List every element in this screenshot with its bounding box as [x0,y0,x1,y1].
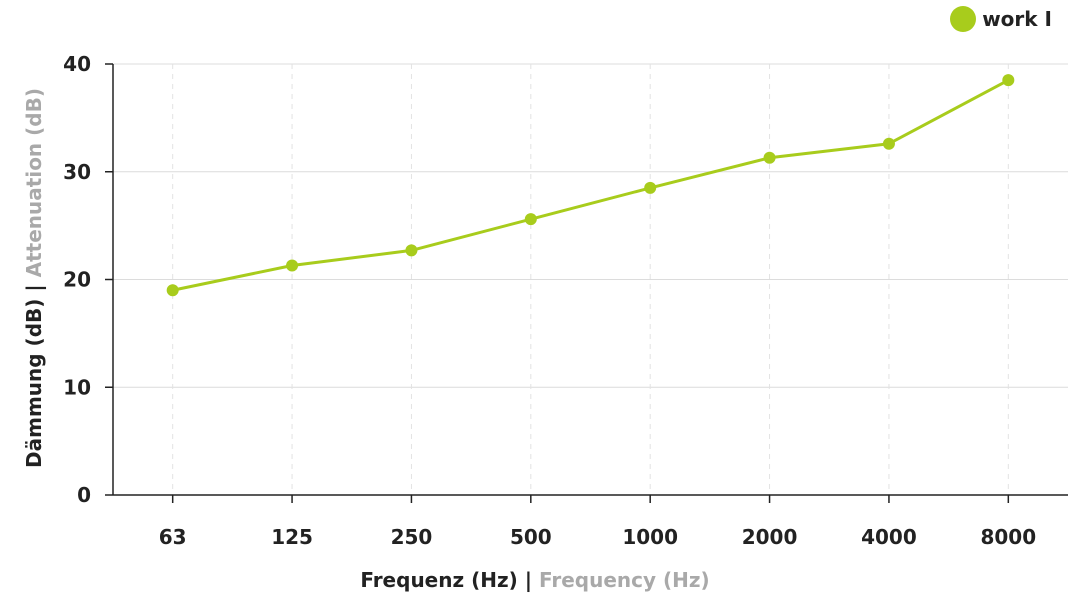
x-axis-title-secondary: Frequency (Hz) [539,568,710,592]
x-tick-label: 125 [271,525,313,549]
x-axis-title-main: Frequenz (Hz) [360,568,518,592]
legend-label: work I [982,7,1052,31]
data-point [1002,74,1015,87]
grid-lines [113,63,1068,495]
data-point [166,284,179,297]
x-tick-label: 2000 [742,525,798,549]
y-tick-label: 0 [77,483,91,507]
data-point [405,244,418,257]
x-tick-label: 1000 [622,525,678,549]
axes [105,63,1068,503]
x-tick-label: 250 [391,525,433,549]
y-tick-label: 20 [63,268,91,292]
y-axis-title-separator: | [22,284,46,292]
x-axis-title-separator: | [524,568,533,592]
data-series [166,74,1015,297]
y-tick-label: 10 [63,375,91,399]
x-tick-label: 500 [510,525,552,549]
y-axis-title: Dämmung (dB) | Attenuation (dB) [22,88,46,468]
y-axis-title-main: Dämmung (dB) [22,298,46,468]
legend-marker [950,6,977,32]
data-point [524,213,537,226]
x-axis-title: Frequenz (Hz) | Frequency (Hz) [0,568,1070,592]
x-tick-label: 8000 [980,525,1036,549]
y-tick-label: 30 [63,160,91,184]
data-point [763,151,776,164]
data-point [286,259,299,272]
data-point [644,181,657,194]
x-tick-label: 4000 [861,525,917,549]
y-tick-label: 40 [63,52,91,76]
data-point [882,137,895,150]
y-axis-title-secondary: Attenuation (dB) [22,88,46,278]
legend: work I [950,6,1052,32]
tick-labels: 0 10 20 30 40 63 125 250 500 1000 2000 4000 8000 [63,52,1036,549]
x-tick-label: 63 [159,525,187,549]
series-line [172,78,1010,292]
